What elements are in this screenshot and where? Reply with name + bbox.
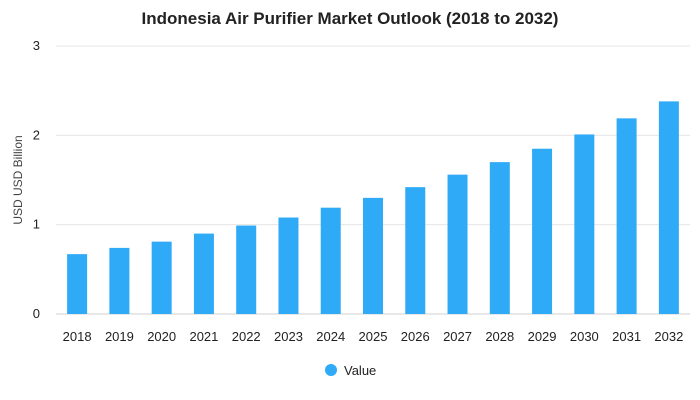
y-tick-label: 3 (33, 38, 40, 53)
bar-2030[interactable] (574, 134, 595, 314)
x-tick-label: 2023 (274, 329, 303, 344)
bar-2026[interactable] (405, 187, 426, 314)
bar-2032[interactable] (658, 101, 679, 315)
bar-2024[interactable] (320, 207, 341, 314)
y-axis-title: USD USD Billion (11, 135, 25, 224)
x-tick-label: 2025 (359, 329, 388, 344)
y-axis-ticks: 0 1 2 3 (33, 38, 40, 321)
x-tick-label: 2028 (485, 329, 514, 344)
bar-2022[interactable] (236, 225, 257, 314)
legend[interactable]: Value (325, 363, 376, 378)
bar-2018[interactable] (67, 254, 88, 314)
y-tick-label: 0 (33, 306, 40, 321)
chart-title: Indonesia Air Purifier Market Outlook (2… (142, 9, 559, 28)
bar-2021[interactable] (193, 233, 214, 314)
bar-2031[interactable] (616, 118, 637, 314)
bar-2025[interactable] (363, 197, 383, 314)
x-tick-label: 2022 (232, 329, 261, 344)
x-axis-ticks: 2018 2019 2020 2021 2022 2023 2024 2025 2026 2027… (63, 329, 684, 344)
bar-2029[interactable] (532, 148, 553, 314)
x-tick-label: 2029 (528, 329, 557, 344)
legend-marker-icon (325, 364, 337, 376)
x-tick-label: 2020 (147, 329, 176, 344)
x-tick-label: 2024 (316, 329, 345, 344)
x-tick-label: 2018 (63, 329, 92, 344)
x-tick-label: 2027 (443, 329, 472, 344)
bar-2020[interactable] (151, 241, 172, 314)
y-tick-label: 2 (33, 127, 40, 142)
x-tick-label: 2021 (189, 329, 218, 344)
bar-2027[interactable] (447, 174, 468, 314)
x-tick-label: 2031 (612, 329, 641, 344)
x-tick-label: 2030 (570, 329, 599, 344)
bar-2019[interactable] (109, 247, 130, 314)
x-tick-label: 2019 (105, 329, 134, 344)
bar-2028[interactable] (489, 162, 510, 314)
legend-label: Value (344, 363, 376, 378)
x-tick-label: 2032 (654, 329, 683, 344)
bar-series (67, 101, 679, 315)
bar-2023[interactable] (278, 217, 299, 314)
x-tick-label: 2026 (401, 329, 430, 344)
y-tick-label: 1 (33, 217, 40, 232)
